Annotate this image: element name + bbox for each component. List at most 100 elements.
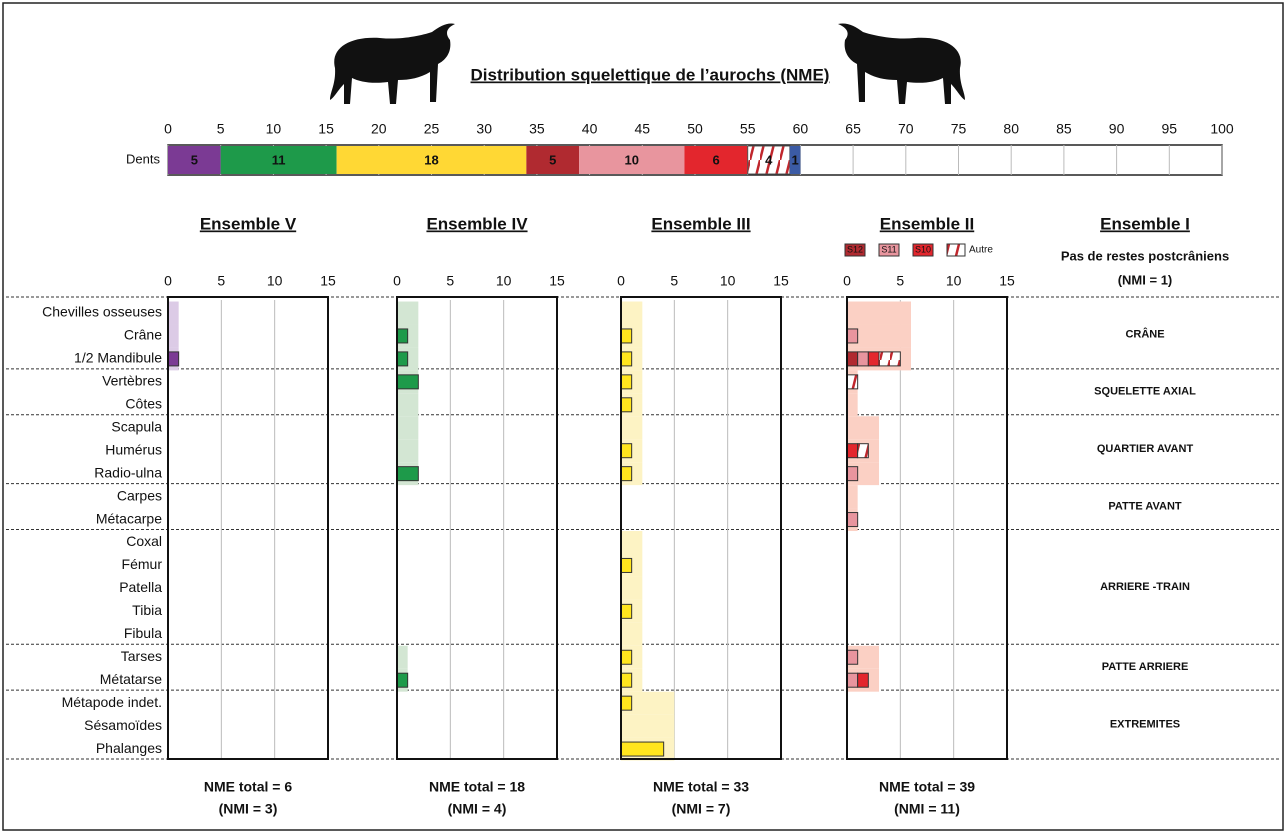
x-tick-label: 10 xyxy=(267,273,283,289)
background-bar xyxy=(847,324,911,348)
x-tick-label: 45 xyxy=(635,121,651,137)
bar xyxy=(857,443,869,459)
background-bar xyxy=(621,531,643,554)
region-label: EXTREMITES xyxy=(1110,718,1180,730)
background-bar xyxy=(397,393,419,417)
bar-value-label: 5 xyxy=(549,152,556,167)
bar xyxy=(867,351,880,367)
background-bar xyxy=(397,416,419,440)
bar xyxy=(396,374,419,390)
nmi-label: (NMI = 7) xyxy=(672,801,731,817)
x-tick-label: 70 xyxy=(898,121,914,137)
legend-swatch xyxy=(878,243,900,257)
bar xyxy=(846,443,859,459)
background-bar xyxy=(168,301,179,325)
category-label: Humérus xyxy=(105,441,162,457)
category-label: Vertèbres xyxy=(102,373,162,389)
nmi-label: (NMI = 4) xyxy=(448,801,507,817)
x-tick-label: 20 xyxy=(371,121,387,137)
category-label: Radio-ulna xyxy=(94,464,162,480)
legend-swatch xyxy=(946,243,966,257)
category-label: Fibula xyxy=(124,625,162,641)
bar-segment xyxy=(220,146,337,174)
bar-value-label: 6 xyxy=(712,152,719,167)
category-label: Crâne xyxy=(124,327,162,343)
x-tick-label: 10 xyxy=(496,273,512,289)
bar xyxy=(620,443,633,459)
x-tick-label: 15 xyxy=(318,121,334,137)
bar-segment xyxy=(579,146,685,174)
bar xyxy=(857,351,869,367)
x-tick-label: 15 xyxy=(320,273,336,289)
bar xyxy=(167,351,180,367)
category-label: Fémur xyxy=(122,556,163,572)
bar-value-label: 18 xyxy=(424,152,438,167)
x-tick-label: 5 xyxy=(670,273,678,289)
panel-title: Ensemble II xyxy=(880,214,974,233)
category-label: Sésamoïdes xyxy=(84,717,162,733)
background-bar xyxy=(397,439,419,463)
bar xyxy=(846,466,859,482)
bar xyxy=(620,328,633,344)
plot-frame xyxy=(396,296,558,760)
category-label: Coxal xyxy=(126,533,162,549)
background-bar xyxy=(621,714,675,738)
bar xyxy=(620,557,633,573)
x-tick-label: 0 xyxy=(393,273,401,289)
bar xyxy=(396,351,409,367)
bar xyxy=(846,351,859,367)
region-label: SQUELETTE AXIAL xyxy=(1094,386,1196,398)
legend-swatch xyxy=(844,243,866,257)
x-tick-label: 40 xyxy=(582,121,598,137)
x-tick-label: 55 xyxy=(740,121,756,137)
plot-frame xyxy=(167,296,329,760)
background-bar xyxy=(847,393,858,417)
x-tick-label: 65 xyxy=(845,121,861,137)
bar xyxy=(846,374,859,390)
category-label: Tibia xyxy=(132,602,162,618)
legend-label: S10 xyxy=(915,244,931,254)
category-label: Dents xyxy=(126,151,160,166)
region-label: PATTE ARRIERE xyxy=(1102,661,1189,673)
x-tick-label: 0 xyxy=(164,121,172,137)
category-label: Métacarpe xyxy=(96,510,162,526)
category-label: 1/2 Mandibule xyxy=(74,350,162,366)
x-tick-label: 90 xyxy=(1109,121,1125,137)
category-label: Tarses xyxy=(121,648,162,664)
bar xyxy=(620,603,633,619)
category-label: Carpes xyxy=(117,487,162,503)
panel-note: Pas de restes postcrâniens xyxy=(1061,248,1229,263)
bar-segment xyxy=(336,146,527,174)
plot-frame xyxy=(620,296,782,760)
x-tick-label: 10 xyxy=(946,273,962,289)
background-bar xyxy=(621,622,643,646)
bar xyxy=(846,512,859,528)
category-label: Chevilles osseuses xyxy=(42,304,162,320)
background-bar xyxy=(847,301,911,325)
bar xyxy=(620,351,633,367)
legend-label: S11 xyxy=(881,244,896,254)
category-label: Métapode indet. xyxy=(62,694,162,710)
x-tick-label: 0 xyxy=(843,273,851,289)
bar xyxy=(620,466,633,482)
category-label: Phalanges xyxy=(96,740,162,756)
x-tick-label: 100 xyxy=(1210,121,1234,137)
background-bar xyxy=(847,416,879,440)
x-tick-label: 0 xyxy=(617,273,625,289)
x-tick-label: 5 xyxy=(896,273,904,289)
x-tick-label: 10 xyxy=(266,121,282,137)
total-label: NME total = 18 xyxy=(429,779,525,795)
bar xyxy=(620,649,633,665)
bar-segment xyxy=(168,146,221,174)
bar xyxy=(396,466,419,482)
x-tick-label: 0 xyxy=(164,273,172,289)
bar xyxy=(620,397,633,413)
total-label: NME total = 33 xyxy=(653,779,749,795)
bar xyxy=(620,374,633,390)
region-label: ARRIERE -TRAIN xyxy=(1100,581,1190,593)
bar xyxy=(846,328,859,344)
bar-value-label: 4 xyxy=(765,152,773,167)
bar-value-label: 11 xyxy=(272,152,286,167)
